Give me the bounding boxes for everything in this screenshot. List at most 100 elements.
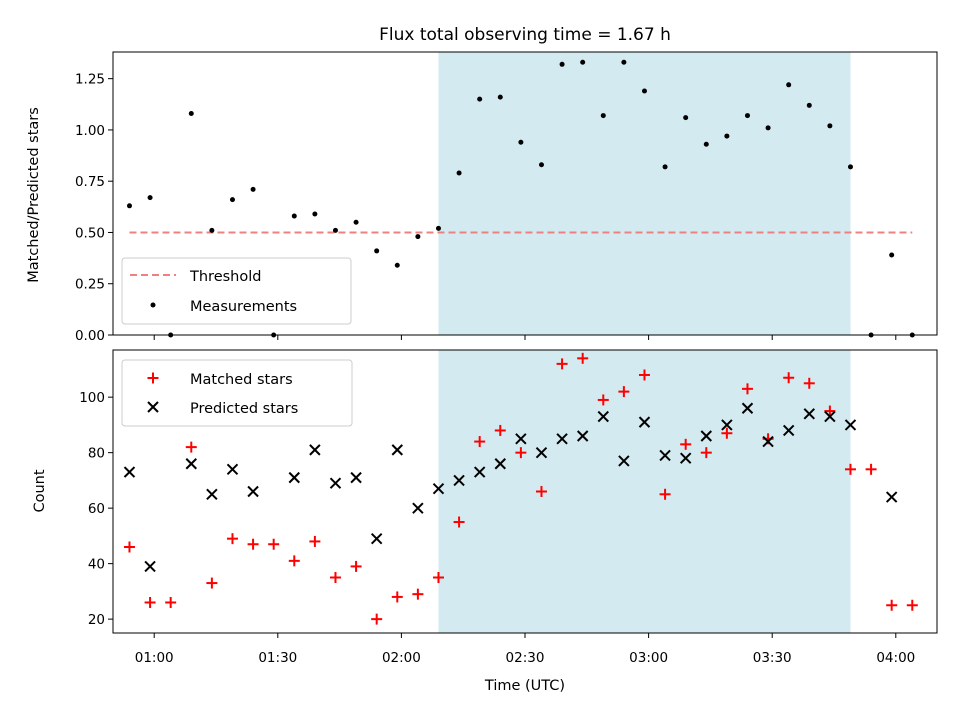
measurement-point xyxy=(188,111,194,117)
bottom-panel: 20 40 60 80 100 01:00 01:30 02:00 02:30 03:00 03:… xyxy=(32,349,938,694)
x-tick-label: 02:30 xyxy=(506,650,545,666)
predicted-star-point xyxy=(700,430,712,442)
y-tick-label: 60 xyxy=(88,501,105,517)
measurement-point xyxy=(312,211,318,217)
bottom-shaded-interval xyxy=(438,350,851,633)
measurement-point xyxy=(209,227,215,233)
cross-b xyxy=(515,433,527,445)
matched-star-point xyxy=(247,538,259,550)
measurement-point xyxy=(374,248,380,254)
cross-b xyxy=(659,449,671,462)
legend-predicted-label: Predicted stars xyxy=(190,401,298,417)
measurement-point xyxy=(724,133,730,139)
matched-star-point xyxy=(721,427,733,439)
matched-star-point xyxy=(432,572,444,584)
measurement-point xyxy=(291,213,297,219)
measurement-point xyxy=(786,82,792,88)
y-tick-label: 40 xyxy=(88,557,105,573)
cross-b xyxy=(185,458,197,470)
cross-b xyxy=(762,435,774,448)
cross-b xyxy=(453,474,465,487)
cross-b xyxy=(370,532,383,545)
cross-b xyxy=(412,502,424,514)
matched-star-point xyxy=(309,535,321,547)
predicted-star-point xyxy=(803,408,815,420)
bottom-axes-frame xyxy=(112,349,938,634)
predicted-star-point xyxy=(638,416,651,428)
measurements-series xyxy=(126,59,915,338)
bottom-legend-box xyxy=(121,359,353,427)
matched-star-point xyxy=(597,394,609,406)
measurement-point xyxy=(477,96,483,102)
legend-matched-label: Matched stars xyxy=(190,372,293,388)
cross-b xyxy=(556,433,568,445)
legend-measurements-label: Measurements xyxy=(190,299,297,315)
predicted-star-point xyxy=(494,458,506,470)
bottom-x-axis: 01:00 01:30 02:00 02:30 03:00 03:30 04:00 xyxy=(135,633,915,666)
matched-star-point xyxy=(391,591,403,603)
top-y-axis-label: Matched/Predicted stars xyxy=(26,107,42,283)
matched-star-point xyxy=(783,372,795,384)
matched-star-point xyxy=(350,560,362,572)
predicted-star-point xyxy=(659,449,671,462)
matched-star-point xyxy=(535,486,547,497)
cross-b xyxy=(473,466,486,478)
predicted-star-point xyxy=(370,532,383,545)
y-tick-label: 1.00 xyxy=(75,123,105,139)
predicted-star-point xyxy=(597,410,609,423)
measurement-point xyxy=(641,88,647,94)
measurement-point xyxy=(229,197,235,203)
x-axis-label: Time (UTC) xyxy=(484,678,565,694)
measurement-point xyxy=(765,125,771,131)
matched-star-point xyxy=(371,613,383,625)
cross-b xyxy=(638,416,651,428)
matched-star-point xyxy=(329,572,341,584)
predicted-star-point xyxy=(226,463,239,476)
cross-b xyxy=(329,477,342,489)
x-tick-label: 01:30 xyxy=(258,650,297,666)
cross-b xyxy=(597,410,609,423)
top-x-axis xyxy=(153,335,897,340)
cross-b xyxy=(350,471,362,484)
matched-star-point xyxy=(123,541,135,553)
matched-star-point xyxy=(268,538,280,550)
cross-b xyxy=(226,463,239,476)
measurement-point xyxy=(518,139,524,145)
cross-b xyxy=(494,458,506,470)
matched-star-point xyxy=(226,533,238,545)
top-shaded-interval xyxy=(438,52,851,335)
matched-star-point xyxy=(556,358,568,370)
cross-b xyxy=(700,430,712,442)
matched-star-point xyxy=(618,386,630,398)
predicted-star-point xyxy=(432,483,445,495)
cross-b xyxy=(679,452,692,464)
matched-star-point xyxy=(638,369,650,381)
predicted-star-point xyxy=(247,485,259,498)
predicted-star-point xyxy=(288,471,300,484)
predicted-star-point xyxy=(535,446,548,459)
matched-star-point xyxy=(185,441,197,453)
cross-b xyxy=(432,483,445,495)
x-tick-label: 03:30 xyxy=(753,650,792,666)
matched-star-point xyxy=(741,383,753,395)
measurement-point xyxy=(456,170,462,176)
measurement-point xyxy=(703,141,709,147)
legend-threshold-label: Threshold xyxy=(189,269,261,285)
matched-star-point xyxy=(886,599,898,611)
cross-b xyxy=(144,560,156,573)
cross-b xyxy=(206,488,218,500)
cross-b xyxy=(844,419,857,431)
predicted-star-point xyxy=(741,402,754,414)
matched-star-point xyxy=(474,436,486,448)
matched-star-point xyxy=(659,488,671,500)
matched-star-point xyxy=(824,405,836,417)
measurement-point xyxy=(126,203,132,209)
matched-star-point xyxy=(906,599,918,611)
matched-star-point xyxy=(165,596,177,608)
measurement-point xyxy=(621,59,627,65)
x-tick-label: 04:00 xyxy=(876,650,915,666)
measurement-point xyxy=(559,61,565,67)
measurement-point xyxy=(600,113,606,119)
top-legend: Threshold Measurements xyxy=(121,257,352,325)
matched-star-point xyxy=(803,377,815,389)
